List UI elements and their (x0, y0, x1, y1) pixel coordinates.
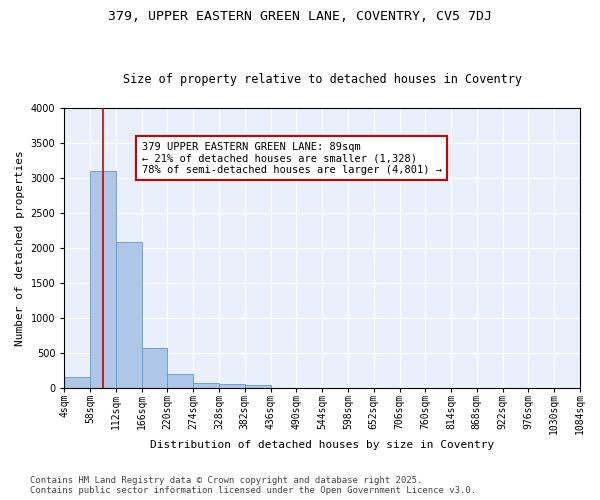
Bar (245, 385, 271, 388)
X-axis label: Distribution of detached houses by size in Coventry: Distribution of detached houses by size … (150, 440, 494, 450)
Y-axis label: Number of detached properties: Number of detached properties (15, 150, 25, 346)
Bar (116, 242, 142, 388)
Bar (193, 383, 219, 388)
Title: Size of property relative to detached houses in Coventry: Size of property relative to detached ho… (122, 73, 521, 86)
Bar (219, 384, 245, 388)
Text: 379, UPPER EASTERN GREEN LANE, COVENTRY, CV5 7DJ: 379, UPPER EASTERN GREEN LANE, COVENTRY,… (108, 10, 492, 23)
Bar (167, 374, 193, 388)
Text: 379 UPPER EASTERN GREEN LANE: 89sqm
← 21% of detached houses are smaller (1,328): 379 UPPER EASTERN GREEN LANE: 89sqm ← 21… (142, 142, 442, 175)
Bar (142, 348, 167, 388)
Bar (90, 171, 116, 388)
Text: Contains HM Land Registry data © Crown copyright and database right 2025.
Contai: Contains HM Land Registry data © Crown c… (30, 476, 476, 495)
Bar (64, 378, 90, 388)
